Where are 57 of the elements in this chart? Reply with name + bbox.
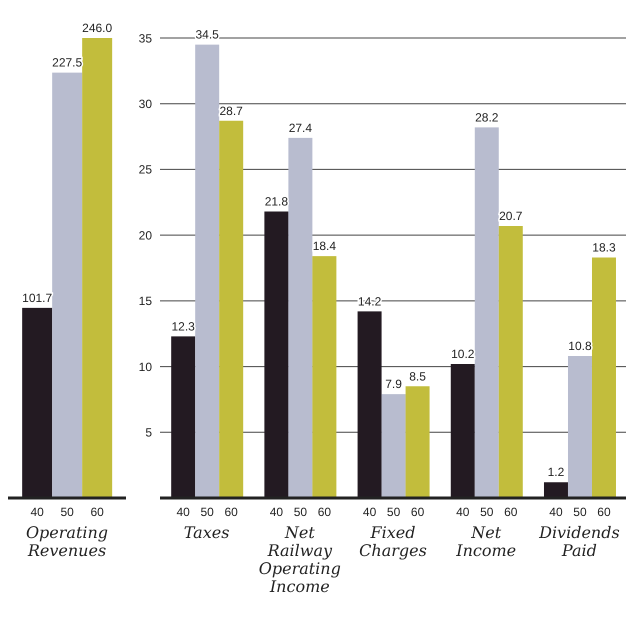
text: 60 (318, 505, 332, 519)
data-label: 27.4 (288, 120, 312, 135)
text: 40 (549, 505, 563, 519)
bar (219, 120, 244, 498)
data-label: 10.2 (451, 346, 475, 361)
x-tick-label: Operating Revenues (26, 523, 108, 560)
text: 40 (270, 505, 284, 519)
bar (592, 257, 616, 498)
series-label: 50 (200, 505, 214, 519)
x-tick-label: Net Railway Operating Income (258, 523, 341, 596)
x-tick-label: Dividends Paid (538, 523, 620, 560)
y-tick-label: 35 (138, 31, 152, 46)
series-label: 50 (60, 505, 74, 519)
data-label: 18.4 (312, 239, 336, 254)
bar (312, 256, 336, 498)
series-label: 40 (176, 505, 190, 519)
data-label: 10.8 (568, 339, 592, 354)
text: 50 (294, 505, 308, 519)
data-label: 227.5 (52, 56, 82, 70)
series-label: 40 (30, 505, 44, 519)
data-label: 28.2 (475, 110, 499, 124)
data-label: 21.8 (264, 194, 288, 208)
bar (568, 356, 592, 498)
text: 50 (386, 505, 400, 519)
text: 40 (456, 505, 470, 519)
text: 40 (362, 505, 376, 519)
y-tick-label: 25 (138, 162, 152, 177)
series-label: 60 (224, 505, 238, 519)
data-label: 8.5 (409, 369, 426, 384)
x-tick-label: Net Income (455, 523, 516, 560)
data-label: 28.7 (220, 104, 244, 118)
y-tick-label: 30 (138, 96, 152, 111)
data-label: 1.2 (548, 465, 565, 480)
x-tick-label: Taxes (184, 523, 230, 542)
text: 60 (597, 505, 611, 519)
data-label: 18.3 (592, 240, 616, 254)
bar (288, 138, 312, 498)
data-label: 12.3 (172, 319, 196, 334)
text: 50 (573, 505, 587, 519)
data-label: 20.7 (499, 208, 523, 223)
bar (406, 386, 430, 498)
text: 60 (410, 505, 424, 519)
data-label: 7.9 (385, 377, 402, 392)
series-label: 60 (90, 505, 104, 519)
y-tick-label: 20 (138, 228, 152, 242)
bar (195, 44, 220, 498)
data-label: 246.0 (82, 21, 112, 35)
y-tick-label: 5 (145, 426, 152, 440)
x-tick-label: Fixed Charges (359, 523, 427, 560)
text: 50 (480, 505, 494, 519)
bar (498, 226, 523, 498)
bar (382, 394, 406, 498)
bar (474, 127, 499, 498)
data-label: 101.7 (22, 290, 52, 305)
y-tick-label: 15 (138, 294, 152, 308)
y-tick-label: 10 (138, 360, 152, 374)
text: 60 (504, 505, 518, 519)
